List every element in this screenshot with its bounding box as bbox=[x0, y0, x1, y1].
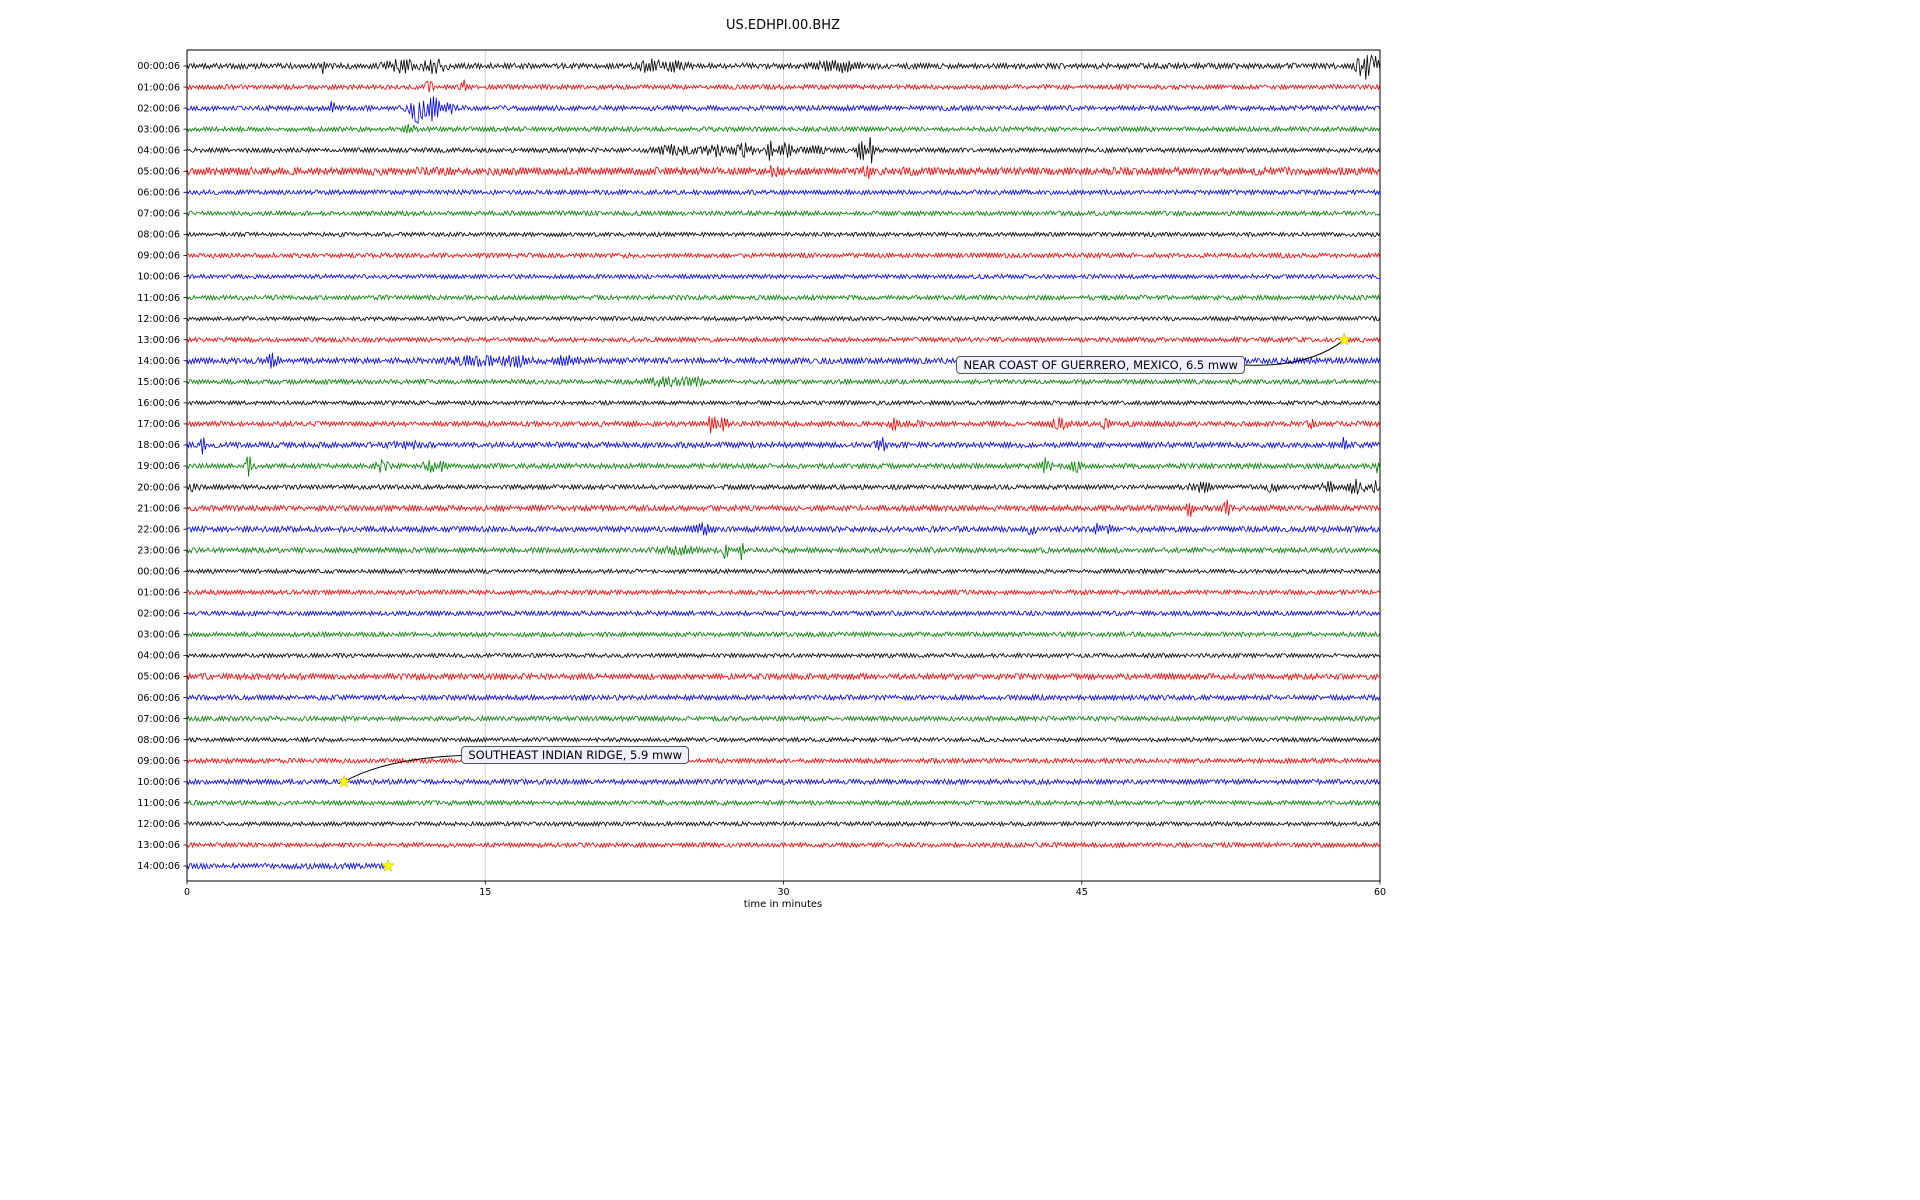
row-time-label: 01:00:06 bbox=[137, 588, 180, 599]
row-time-label: 01:00:06 bbox=[137, 82, 180, 93]
seismogram-trace bbox=[186, 820, 1381, 828]
row-time-label: 04:00:06 bbox=[137, 651, 180, 662]
seismogram-trace bbox=[186, 542, 1381, 561]
seismogram-trace bbox=[186, 209, 1381, 218]
seismogram-trace bbox=[186, 251, 1381, 260]
event-star-icon bbox=[1337, 332, 1352, 346]
seismogram-trace bbox=[186, 165, 1381, 179]
event-star-icon bbox=[337, 774, 351, 788]
row-time-label: 16:00:06 bbox=[137, 398, 180, 409]
row-time-label: 05:00:06 bbox=[137, 166, 180, 177]
seismogram-trace bbox=[186, 136, 1381, 164]
seismogram-trace bbox=[186, 714, 1381, 723]
annotation-leader bbox=[1244, 339, 1345, 366]
seismogram-trace bbox=[186, 273, 1380, 280]
row-time-label: 20:00:06 bbox=[137, 482, 180, 493]
row-time-label: 14:00:06 bbox=[137, 861, 180, 872]
seismogram-trace bbox=[186, 54, 1381, 80]
seismogram-trace bbox=[186, 841, 1381, 849]
seismogram-trace bbox=[186, 522, 1381, 536]
seismogram-trace bbox=[186, 79, 1381, 93]
row-time-label: 06:00:06 bbox=[137, 693, 180, 704]
row-time-label: 09:00:06 bbox=[137, 251, 180, 262]
seismogram-trace bbox=[186, 399, 1381, 407]
row-time-label: 00:00:06 bbox=[137, 566, 180, 577]
row-time-label: 11:00:06 bbox=[137, 293, 180, 304]
row-time-label: 04:00:06 bbox=[137, 145, 180, 156]
seismogram-trace bbox=[186, 478, 1381, 495]
row-time-label: 11:00:06 bbox=[137, 798, 180, 809]
row-time-label: 08:00:06 bbox=[137, 735, 180, 746]
seismogram-trace bbox=[186, 671, 1381, 682]
row-time-label: 18:00:06 bbox=[137, 440, 180, 451]
row-time-label: 07:00:06 bbox=[137, 714, 180, 725]
row-time-label: 21:00:06 bbox=[137, 503, 180, 514]
x-tick-label: 30 bbox=[777, 887, 789, 898]
row-time-label: 03:00:06 bbox=[137, 124, 180, 135]
event-annotation-guerrero: NEAR COAST OF GUERRERO, MEXICO, 6.5 mww bbox=[956, 355, 1245, 374]
row-time-label: 13:00:06 bbox=[137, 840, 180, 851]
row-time-label: 23:00:06 bbox=[137, 545, 180, 556]
event-annotation-indian-ridge: SOUTHEAST INDIAN RIDGE, 5.9 mww bbox=[461, 746, 689, 765]
row-time-label: 08:00:06 bbox=[137, 230, 180, 241]
seismogram-trace bbox=[186, 436, 1381, 455]
seismogram-trace bbox=[186, 499, 1381, 518]
seismogram-trace bbox=[186, 799, 1381, 807]
seismogram-trace bbox=[186, 123, 1381, 134]
row-time-label: 15:00:06 bbox=[137, 377, 180, 388]
row-time-label: 05:00:06 bbox=[137, 672, 180, 683]
chart-title: US.EDHPI.00.BHZ bbox=[726, 18, 840, 33]
row-time-label: 09:00:06 bbox=[137, 756, 180, 767]
row-time-label: 12:00:06 bbox=[137, 819, 180, 830]
event-star-icon bbox=[380, 858, 395, 872]
seismogram-trace bbox=[186, 375, 1381, 388]
seismogram-trace bbox=[186, 567, 1381, 575]
seismogram-trace bbox=[186, 693, 1381, 702]
row-time-label: 14:00:06 bbox=[137, 356, 180, 367]
seismogram-trace bbox=[186, 609, 1381, 618]
row-time-label: 07:00:06 bbox=[137, 209, 180, 220]
seismogram-trace bbox=[186, 630, 1381, 639]
annotation-leader bbox=[343, 754, 462, 783]
row-time-label: 22:00:06 bbox=[137, 524, 180, 535]
row-time-label: 13:00:06 bbox=[137, 335, 180, 346]
row-time-label: 17:00:06 bbox=[137, 419, 180, 430]
seismogram-trace bbox=[186, 96, 1381, 125]
seismogram-trace bbox=[186, 315, 1381, 323]
row-time-label: 10:00:06 bbox=[137, 777, 180, 788]
row-time-label: 00:00:06 bbox=[137, 61, 180, 72]
seismogram-trace bbox=[186, 335, 1381, 344]
row-time-label: 12:00:06 bbox=[137, 314, 180, 325]
seismogram-trace bbox=[186, 777, 1381, 786]
x-tick-label: 0 bbox=[184, 887, 190, 898]
seismogram-trace bbox=[186, 736, 1381, 744]
row-time-label: 10:00:06 bbox=[137, 272, 180, 283]
row-time-label: 19:00:06 bbox=[137, 461, 180, 472]
x-tick-label: 60 bbox=[1374, 887, 1386, 898]
seismogram-trace bbox=[186, 293, 1381, 302]
x-tick-label: 15 bbox=[479, 887, 491, 898]
x-axis-label: time in minutes bbox=[743, 899, 823, 910]
row-time-label: 06:00:06 bbox=[137, 188, 180, 199]
row-time-label: 02:00:06 bbox=[137, 609, 180, 620]
x-tick-label: 45 bbox=[1076, 887, 1088, 898]
seismogram-trace bbox=[186, 757, 1381, 765]
row-time-label: 02:00:06 bbox=[137, 103, 180, 114]
seismogram-trace bbox=[186, 456, 1381, 477]
seismogram-trace bbox=[186, 652, 1381, 659]
row-time-label: 03:00:06 bbox=[137, 630, 180, 641]
seismogram-trace bbox=[186, 416, 1381, 434]
seismogram-trace bbox=[186, 588, 1381, 597]
seismogram-trace bbox=[186, 188, 1381, 196]
seismogram-trace bbox=[186, 861, 389, 871]
seismogram-trace bbox=[186, 231, 1381, 238]
